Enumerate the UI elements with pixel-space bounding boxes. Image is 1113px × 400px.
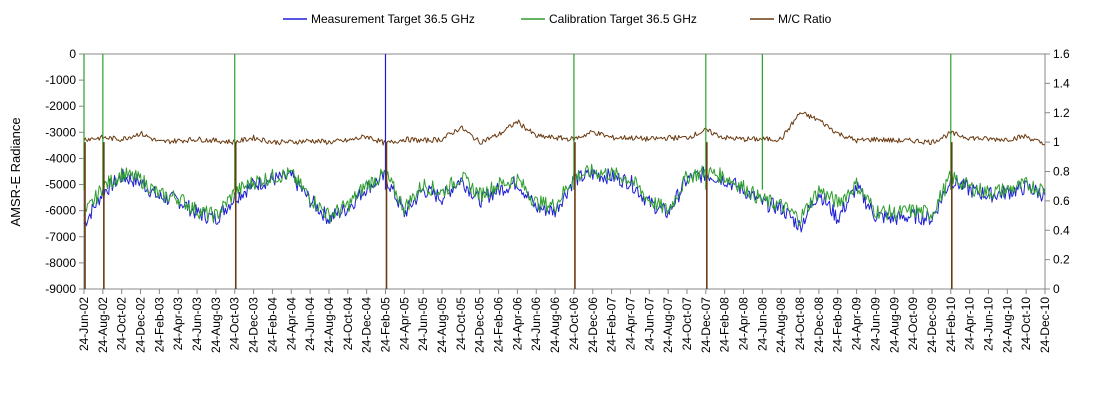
x-tick-label: 24-Jun-03 bbox=[190, 297, 204, 351]
plot-area bbox=[83, 53, 1046, 290]
x-tick-label: 24-Feb-03 bbox=[152, 297, 166, 353]
y-tick-label: -2000 bbox=[45, 99, 76, 113]
legend-label: Measurement Target 36.5 GHz bbox=[311, 12, 475, 26]
x-tick-label: 24-Oct-03 bbox=[228, 297, 242, 351]
x-tick-label: 24-Oct-05 bbox=[454, 297, 468, 351]
y-tick-label: -3000 bbox=[45, 125, 76, 139]
x-tick-label: 24-Dec-09 bbox=[925, 297, 939, 353]
y2-tick-label: 1.6 bbox=[1053, 47, 1070, 61]
y2-tick-label: 1.4 bbox=[1053, 76, 1070, 90]
x-tick-label: 24-Feb-04 bbox=[265, 297, 279, 353]
y2-tick-label: 1 bbox=[1053, 135, 1060, 149]
x-tick-label: 24-Oct-10 bbox=[1019, 297, 1033, 351]
x-tick-label: 24-Jun-02 bbox=[77, 297, 91, 351]
x-tick-label: 24-Aug-06 bbox=[548, 297, 562, 353]
y-tick-label: -4000 bbox=[45, 151, 76, 165]
x-tick-label: 24-Jun-09 bbox=[868, 297, 882, 351]
x-tick-label: 24-Aug-04 bbox=[322, 297, 336, 353]
x-tick-label: 24-Aug-09 bbox=[887, 297, 901, 353]
x-tick-label: 24-Dec-05 bbox=[473, 297, 487, 353]
x-tick-label: 24-Oct-02 bbox=[115, 297, 129, 351]
y2-tick-label: 0 bbox=[1053, 282, 1060, 296]
x-tick-label: 24-Jun-08 bbox=[755, 297, 769, 351]
x-tick-label: 24-Dec-03 bbox=[247, 297, 261, 353]
x-tick-label: 24-Feb-08 bbox=[718, 297, 732, 353]
x-tick-label: 24-Feb-10 bbox=[944, 297, 958, 353]
x-tick-label: 24-Apr-06 bbox=[510, 297, 524, 351]
x-tick-label: 24-Aug-08 bbox=[774, 297, 788, 353]
x-tick-label: 24-Apr-08 bbox=[737, 297, 751, 351]
series-line-3 bbox=[83, 111, 1046, 146]
y-tick-label: -8000 bbox=[45, 256, 76, 270]
x-tick-label: 24-Apr-04 bbox=[284, 297, 298, 351]
y-tick-label: -5000 bbox=[45, 178, 76, 192]
x-tick-label: 24-Feb-09 bbox=[831, 297, 845, 353]
x-tick-label: 24-Jun-05 bbox=[416, 297, 430, 351]
x-tick-label: 24-Apr-03 bbox=[171, 297, 185, 351]
y-axis-title: AMSR-E Radiance bbox=[8, 117, 23, 226]
x-tick-label: 24-Feb-06 bbox=[492, 297, 506, 353]
x-tick-label: 24-Aug-05 bbox=[435, 297, 449, 353]
plot-frame bbox=[83, 53, 1046, 290]
y-tick-label: -7000 bbox=[45, 230, 76, 244]
x-tick-label: 24-Jun-06 bbox=[529, 297, 543, 351]
x-tick-label: 24-Aug-02 bbox=[96, 297, 110, 353]
x-tick-label: 24-Dec-08 bbox=[812, 297, 826, 353]
y-tick-label: 0 bbox=[69, 47, 76, 61]
x-tick-label: 24-Dec-06 bbox=[586, 297, 600, 353]
x-tick-label: 24-Apr-07 bbox=[623, 297, 637, 351]
x-tick-label: 24-Dec-02 bbox=[134, 297, 148, 353]
y2-tick-label: 0.8 bbox=[1053, 165, 1070, 179]
x-tick-label: 24-Aug-07 bbox=[661, 297, 675, 353]
x-tick-label: 24-Aug-03 bbox=[209, 297, 223, 353]
x-tick-label: 24-Oct-09 bbox=[906, 297, 920, 351]
y2-tick-label: 0.6 bbox=[1053, 194, 1070, 208]
x-tick-label: 24-Aug-10 bbox=[1000, 297, 1014, 353]
x-tick-label: 24-Oct-07 bbox=[680, 297, 694, 351]
axes: 0 -1000 -2000 -3000 -4000 -5000 -6000 -7000 -800… bbox=[45, 47, 1070, 353]
x-tick-label: 24-Dec-07 bbox=[699, 297, 713, 353]
legend: Measurement Target 36.5 GHz Calibration T… bbox=[283, 12, 832, 26]
series-line-1 bbox=[83, 166, 1046, 233]
x-tick-label: 24-Oct-04 bbox=[341, 297, 355, 351]
x-tick-label: 24-Apr-10 bbox=[963, 297, 977, 351]
x-tick-label: 24-Apr-09 bbox=[850, 297, 864, 351]
x-tick-label: 24-Dec-10 bbox=[1038, 297, 1052, 353]
x-tick-label: 24-Jun-04 bbox=[303, 297, 317, 351]
x-tick-label: 24-Oct-06 bbox=[567, 297, 581, 351]
legend-label: M/C Ratio bbox=[778, 12, 832, 26]
y2-tick-label: 1.2 bbox=[1053, 106, 1070, 120]
x-tick-label: 24-Jun-10 bbox=[981, 297, 995, 351]
y2-tick-label: 0.4 bbox=[1053, 223, 1070, 237]
legend-label: Calibration Target 36.5 GHz bbox=[549, 12, 697, 26]
x-tick-label: 24-Jun-07 bbox=[642, 297, 656, 351]
y-tick-label: -6000 bbox=[45, 204, 76, 218]
x-tick-label: 24-Oct-08 bbox=[793, 297, 807, 351]
x-tick-label: 24-Feb-07 bbox=[605, 297, 619, 353]
x-tick-label: 24-Feb-05 bbox=[378, 297, 392, 353]
x-tick-label: 24-Apr-05 bbox=[397, 297, 411, 351]
y2-tick-label: 0.2 bbox=[1053, 253, 1070, 267]
y-tick-label: -1000 bbox=[45, 73, 76, 87]
y-tick-label: -9000 bbox=[45, 282, 76, 296]
series-line-2 bbox=[83, 163, 1046, 226]
series-layer bbox=[83, 54, 1046, 289]
x-tick-label: 24-Dec-04 bbox=[360, 297, 374, 353]
